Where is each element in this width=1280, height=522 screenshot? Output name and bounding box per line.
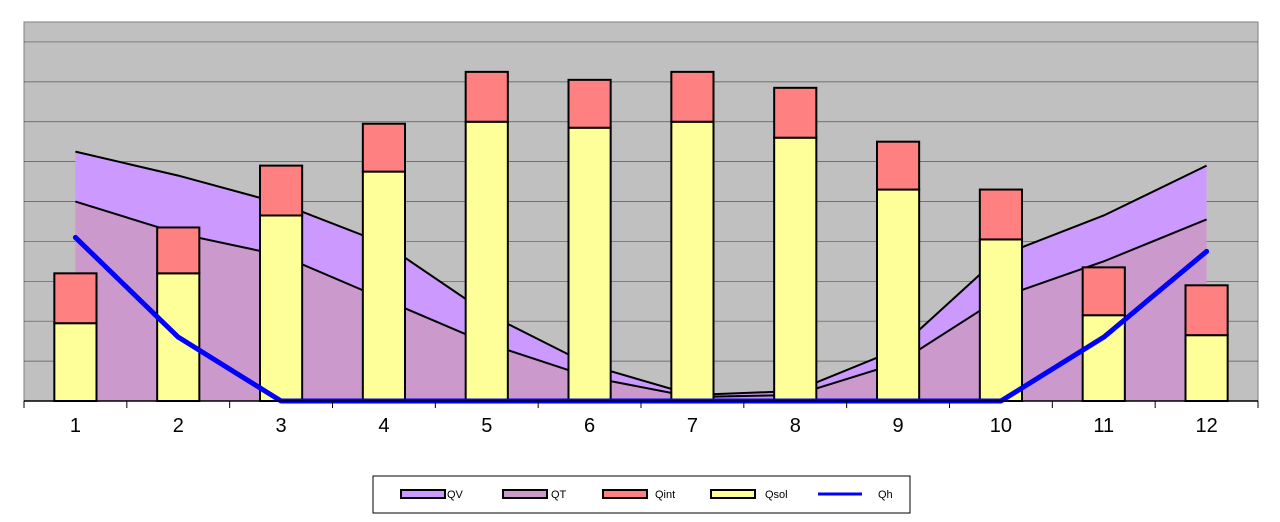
- bar-Qint: [259, 164, 304, 217]
- x-axis: 1 2 3 4 5 6 7 8 9 10 11 12: [23, 401, 1259, 437]
- bar-Qsol: [670, 120, 715, 402]
- bar-Qsol: [1081, 314, 1126, 402]
- x-tick-label: 2: [173, 415, 184, 437]
- x-tick-label: 7: [687, 415, 698, 437]
- bar-Qint: [361, 122, 406, 173]
- x-tick-label: 4: [378, 415, 389, 437]
- bar-Qint: [567, 78, 612, 129]
- bar-series: [53, 70, 1229, 403]
- bar-Qsol: [876, 188, 921, 402]
- bar-Qint: [1184, 284, 1229, 337]
- x-tick-label: 11: [1093, 415, 1114, 437]
- legend: QV QT Qint Qsol Qh: [400, 489, 893, 501]
- area-QV: [75, 151, 1207, 398]
- bar-Qsol: [978, 238, 1023, 402]
- bar-Qsol: [259, 214, 304, 402]
- bar-Qint: [1081, 266, 1126, 317]
- x-tick-label: 6: [584, 415, 595, 437]
- x-tick-label: 8: [790, 415, 801, 437]
- bar-Qsol: [53, 322, 98, 402]
- x-tick-label: 1: [70, 415, 81, 437]
- legend-swatch-QV: [400, 489, 446, 499]
- bar-Qint: [464, 70, 509, 123]
- bar-Qint: [156, 226, 201, 275]
- legend-swatch-QT: [502, 489, 548, 499]
- bar-Qsol: [567, 126, 612, 403]
- legend-label-Qh: Qh: [878, 489, 893, 501]
- bar-Qint: [773, 86, 818, 139]
- bar-Qint: [53, 272, 98, 325]
- x-tick-label: 3: [276, 415, 287, 437]
- x-tick-label: 5: [481, 415, 492, 437]
- x-tick-label: 12: [1195, 415, 1217, 437]
- legend-label-QV: QV: [447, 489, 464, 501]
- x-tick-label: 10: [990, 415, 1012, 437]
- bar-Qsol: [773, 136, 818, 402]
- bar-Qint: [876, 140, 921, 191]
- legend-label-QT: QT: [551, 489, 567, 501]
- area-QT: [75, 201, 1207, 401]
- bar-Qsol: [1184, 334, 1229, 402]
- bar-Qsol: [464, 120, 509, 402]
- legend-swatch-Qsol: [710, 489, 756, 499]
- legend-swatch-Qint: [602, 489, 648, 499]
- x-tick-label: 9: [893, 415, 904, 437]
- legend-label-Qint: Qint: [655, 489, 675, 501]
- bar-Qint: [670, 70, 715, 123]
- legend-label-Qsol: Qsol: [765, 489, 788, 501]
- bar-Qsol: [361, 170, 406, 402]
- bar-Qint: [978, 188, 1023, 241]
